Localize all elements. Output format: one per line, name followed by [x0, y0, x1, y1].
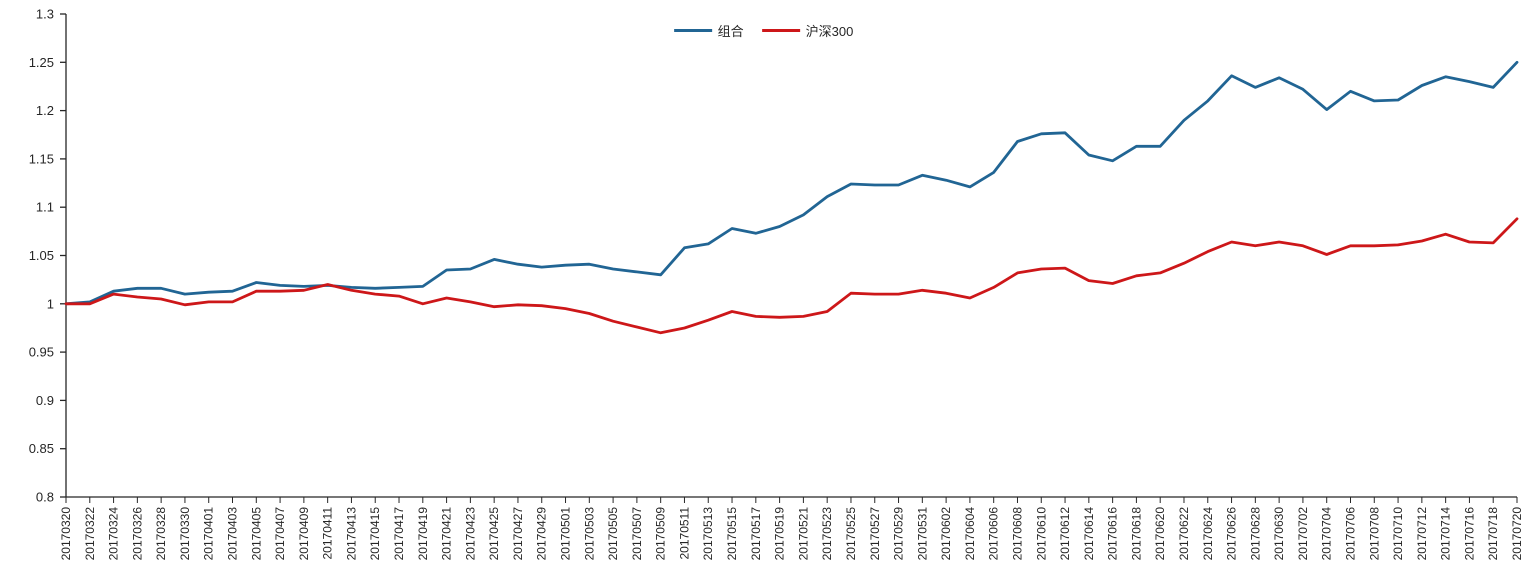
x-axis-tick-label: 20170423 [463, 507, 477, 561]
x-axis-tick-label: 20170606 [987, 507, 1001, 561]
x-axis-tick-label: 20170505 [606, 507, 620, 561]
x-axis-tick-label: 20170409 [297, 507, 311, 561]
x-axis-tick-label: 20170330 [178, 507, 192, 561]
x-axis-tick-label: 20170421 [440, 507, 454, 561]
x-axis-tick-label: 20170716 [1462, 507, 1476, 561]
x-axis-tick-label: 20170405 [249, 507, 263, 561]
x-axis-tick-label: 20170411 [321, 507, 335, 560]
x-axis-tick-label: 20170517 [749, 507, 763, 561]
x-axis-tick-label: 20170702 [1296, 507, 1310, 561]
legend-line-swatch-portfolio [673, 29, 712, 32]
x-axis-tick-label: 20170704 [1320, 507, 1334, 561]
x-axis-tick-label: 20170519 [773, 507, 787, 561]
legend-item-portfolio: 组合 [673, 21, 744, 40]
y-axis-tick-label: 1.05 [29, 248, 54, 263]
legend-label-portfolio: 组合 [717, 24, 744, 39]
x-axis-tick-label: 20170710 [1391, 507, 1405, 561]
y-axis-tick-label: 0.95 [29, 345, 54, 360]
y-axis-tick-label: 0.8 [36, 490, 54, 505]
x-axis-tick-label: 20170501 [559, 507, 573, 561]
x-axis-tick-label: 20170322 [83, 507, 97, 561]
x-axis-tick-label: 20170708 [1367, 507, 1381, 561]
x-axis-tick-label: 20170417 [392, 507, 406, 561]
x-axis-tick-label: 20170616 [1106, 507, 1120, 561]
x-axis-tick-label: 20170626 [1225, 507, 1239, 561]
x-axis-tick-label: 20170429 [535, 507, 549, 561]
x-axis-tick-label: 20170507 [630, 507, 644, 561]
x-axis-tick-label: 20170624 [1201, 507, 1215, 561]
x-axis-tick-label: 20170630 [1272, 507, 1286, 561]
x-axis-tick-label: 20170401 [202, 507, 216, 561]
x-axis-tick-label: 20170509 [654, 507, 668, 561]
x-axis-tick-label: 20170328 [154, 507, 168, 561]
y-axis-tick-label: 0.85 [29, 441, 54, 456]
x-axis-tick-label: 20170407 [273, 507, 287, 561]
x-axis-tick-label: 20170718 [1486, 507, 1500, 561]
x-axis-tick-label: 20170712 [1415, 507, 1429, 561]
y-axis-tick-label: 1.2 [36, 103, 54, 118]
x-axis-tick-label: 20170427 [511, 507, 525, 561]
x-axis-tick-label: 20170620 [1153, 507, 1167, 561]
x-axis-tick-label: 20170720 [1510, 507, 1524, 561]
x-axis-tick-label: 20170320 [59, 507, 73, 561]
x-axis-tick-label: 20170525 [844, 507, 858, 561]
y-axis-tick-label: 1.1 [36, 200, 54, 215]
x-axis-tick-label: 20170415 [368, 507, 382, 561]
y-axis-tick-label: 1.3 [36, 7, 54, 22]
legend-item-hs300: 沪深300 [761, 21, 854, 40]
x-axis-tick-label: 20170425 [487, 507, 501, 561]
x-axis-tick-label: 20170614 [1082, 507, 1096, 561]
x-axis-tick-label: 20170628 [1248, 507, 1262, 561]
x-axis-tick-label: 20170604 [963, 507, 977, 561]
x-axis-tick-label: 20170515 [725, 507, 739, 561]
x-axis-tick-label: 20170714 [1439, 507, 1453, 561]
legend-line-swatch-hs300 [761, 29, 800, 32]
x-axis-tick-label: 20170503 [582, 507, 596, 561]
y-axis-tick-label: 1.15 [29, 151, 54, 166]
series-line-hs300 [64, 217, 1519, 335]
y-axis-tick-label: 0.9 [36, 393, 54, 408]
x-axis-tick-label: 20170403 [226, 507, 240, 561]
x-axis-tick-label: 20170513 [701, 507, 715, 561]
x-axis-tick-label: 20170612 [1058, 507, 1072, 561]
x-axis-tick-label: 20170527 [868, 507, 882, 561]
x-axis-tick-label: 20170622 [1177, 507, 1191, 561]
x-axis-tick-label: 20170531 [915, 507, 929, 561]
x-axis-tick-label: 20170602 [939, 507, 953, 561]
x-axis-tick-label: 20170529 [892, 507, 906, 561]
x-axis-tick-label: 20170413 [344, 507, 358, 561]
chart-legend: 组合 沪深300 [673, 21, 854, 40]
x-axis-tick-label: 20170419 [416, 507, 430, 561]
x-axis-tick-label: 20170324 [107, 507, 121, 561]
x-axis-tick-label: 20170610 [1034, 507, 1048, 561]
x-axis-tick-label: 20170523 [820, 507, 834, 561]
series-line-portfolio [64, 60, 1519, 306]
x-axis-tick-label: 20170511 [677, 507, 691, 560]
legend-label-hs300: 沪深300 [805, 24, 854, 39]
x-axis-tick-label: 20170608 [1010, 507, 1024, 561]
x-axis-tick-label: 20170706 [1343, 507, 1357, 561]
y-axis-tick-label: 1 [47, 296, 54, 311]
x-axis-tick-label: 20170521 [796, 507, 810, 561]
x-axis-tick-label: 20170618 [1129, 507, 1143, 561]
y-axis-tick-label: 1.25 [29, 55, 54, 70]
x-axis-tick-label: 20170326 [130, 507, 144, 561]
